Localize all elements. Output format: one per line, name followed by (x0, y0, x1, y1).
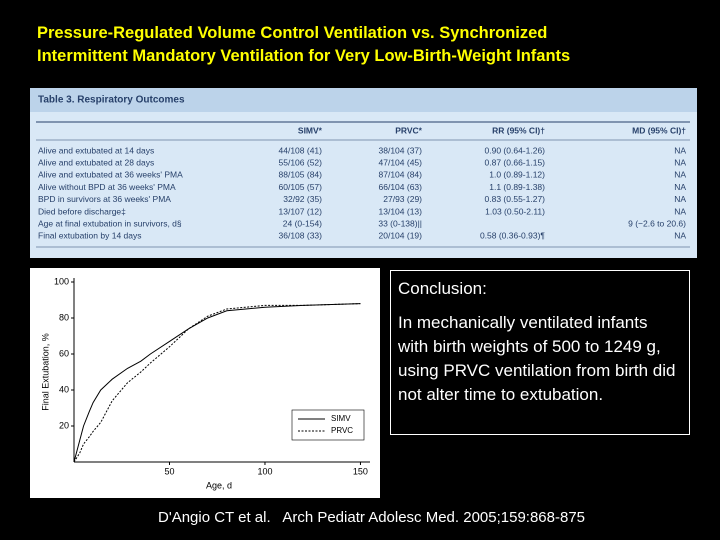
y-axis-label: Final Extubation, % (40, 333, 50, 411)
y-tick-label: 20 (59, 420, 69, 430)
y-tick-label: 40 (59, 384, 69, 394)
table-cell: 9 (−2.6 to 20.6) (628, 218, 686, 228)
table-cell: 66/104 (63) (379, 182, 423, 192)
table-cell: 33 (0-138)|| (378, 218, 422, 228)
table-cell: 0.87 (0.66-1.15) (485, 157, 546, 167)
table-cell: 1.03 (0.50-2.11) (485, 206, 545, 216)
x-tick-label: 50 (164, 466, 174, 476)
slide-title: Pressure-Regulated Volume Control Ventil… (37, 22, 570, 68)
table-cell: 88/105 (84) (279, 170, 323, 180)
conclusion-box: Conclusion: In mechanically ventilated i… (390, 270, 690, 435)
table-cell: NA (674, 231, 686, 241)
table-cell: Alive without BPD at 36 weeks' PMA (38, 182, 176, 192)
series-line (73, 303, 361, 463)
x-tick-label: 150 (353, 466, 368, 476)
table-cell: 27/93 (29) (383, 194, 422, 204)
title-line: Pressure-Regulated Volume Control Ventil… (37, 24, 548, 42)
y-tick-label: 100 (54, 276, 69, 286)
table-cell: 24 (0-154) (283, 218, 322, 228)
table-cell: 47/104 (45) (379, 157, 423, 167)
y-tick-label: 80 (59, 312, 69, 322)
title-line: Intermittent Mandatory Ventilation for V… (37, 47, 571, 65)
table-cell: 0.83 (0.55-1.27) (485, 194, 546, 204)
table-cell: 38/104 (37) (379, 145, 423, 155)
table-cell: Alive and extubated at 36 weeks' PMA (38, 170, 183, 180)
table-cell: NA (674, 182, 686, 192)
table-cell: Alive and extubated at 14 days (38, 145, 154, 155)
x-tick-label: 100 (257, 466, 272, 476)
table-cell: NA (674, 194, 686, 204)
column-header: SIMV* (298, 125, 323, 135)
table-cell: Final extubation by 14 days (38, 231, 141, 241)
table-cell: 1.0 (0.89-1.12) (489, 170, 545, 180)
y-tick-label: 60 (59, 348, 69, 358)
citation: D'Angio CT et al. Arch Pediatr Adolesc M… (158, 509, 586, 526)
conclusion-heading: Conclusion: (398, 279, 487, 298)
table-cell: 60/105 (57) (279, 182, 323, 192)
series-line (73, 303, 361, 463)
table-cell: 44/108 (41) (279, 145, 323, 155)
table-background (30, 88, 697, 258)
table-cell: Age at final extubation in survivors, d§ (38, 218, 182, 228)
table-cell: 55/106 (52) (279, 157, 323, 167)
column-header: RR (95% CI)† (492, 125, 545, 135)
table-cell: 36/108 (33) (279, 231, 323, 241)
table-title-band (30, 88, 697, 112)
conclusion-text: In mechanically ventilated infants with … (398, 313, 676, 404)
table-cell: NA (674, 145, 686, 155)
table-title: Table 3. Respiratory Outcomes (38, 95, 185, 106)
table-cell: 32/92 (35) (283, 194, 322, 204)
table-cell: 87/104 (84) (379, 170, 423, 180)
table-cell: 20/104 (19) (379, 231, 423, 241)
column-header: PRVC* (395, 125, 422, 135)
legend-box (291, 409, 365, 441)
table-cell: 0.90 (0.64-1.26) (485, 145, 546, 155)
table-cell: 13/107 (12) (279, 206, 323, 216)
legend-label: SIMV (331, 414, 351, 423)
table-cell: NA (674, 157, 686, 167)
table-cell: NA (674, 206, 686, 216)
x-axis-label: Age, d (206, 480, 232, 490)
figure-background (30, 268, 380, 498)
table-cell: BPD in survivors at 36 weeks' PMA (38, 194, 171, 204)
table-cell: 1.1 (0.89-1.38) (489, 182, 545, 192)
table-cell: 0.58 (0.36-0.93)¶ (480, 231, 545, 241)
table-cell: NA (674, 170, 686, 180)
table-cell: 13/104 (13) (379, 206, 423, 216)
column-header: MD (95% CI)† (632, 125, 686, 135)
table-cell: Alive and extubated at 28 days (38, 157, 154, 167)
legend-label: PRVC (331, 426, 353, 435)
table-cell: Died before discharge‡ (38, 206, 126, 216)
